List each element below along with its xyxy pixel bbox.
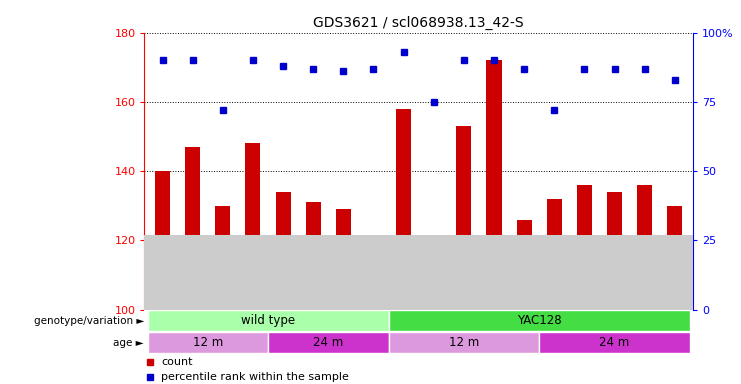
- Bar: [147, 332, 268, 354]
- Text: percentile rank within the sample: percentile rank within the sample: [161, 372, 349, 382]
- Bar: [245, 144, 261, 310]
- Bar: [388, 310, 690, 331]
- Bar: [396, 109, 411, 310]
- Text: 12 m: 12 m: [449, 336, 479, 349]
- Bar: [456, 126, 471, 310]
- Bar: [306, 202, 321, 310]
- Text: genotype/variation ►: genotype/variation ►: [33, 316, 144, 326]
- Bar: [637, 185, 652, 310]
- Bar: [268, 332, 388, 354]
- Text: count: count: [161, 358, 193, 367]
- Text: age ►: age ►: [113, 338, 144, 348]
- Bar: [539, 332, 690, 354]
- Bar: [336, 209, 351, 310]
- Bar: [576, 185, 592, 310]
- Text: 24 m: 24 m: [313, 336, 343, 349]
- Text: 12 m: 12 m: [193, 336, 223, 349]
- Bar: [486, 60, 502, 310]
- Bar: [147, 310, 388, 331]
- Bar: [216, 206, 230, 310]
- Bar: [276, 192, 290, 310]
- Bar: [516, 220, 531, 310]
- Text: YAC128: YAC128: [517, 314, 562, 327]
- Text: 24 m: 24 m: [599, 336, 630, 349]
- Bar: [366, 303, 381, 310]
- Bar: [547, 199, 562, 310]
- Bar: [388, 332, 539, 354]
- Bar: [607, 192, 622, 310]
- Text: wild type: wild type: [241, 314, 295, 327]
- Bar: [426, 251, 441, 310]
- Bar: [155, 171, 170, 310]
- Bar: [667, 206, 682, 310]
- Bar: [185, 147, 200, 310]
- Title: GDS3621 / scl068938.13_42-S: GDS3621 / scl068938.13_42-S: [313, 16, 524, 30]
